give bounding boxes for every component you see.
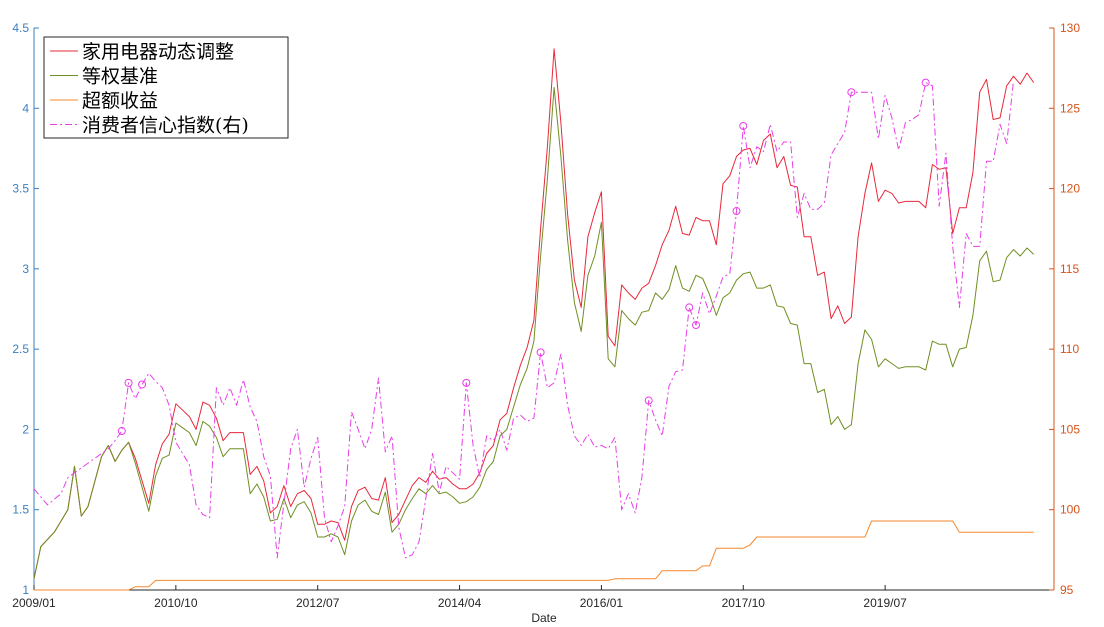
consumer-confidence-marker (739, 121, 748, 130)
consumer-confidence-marker (117, 427, 126, 436)
y-left-tick-label: 2.5 (12, 342, 29, 356)
legend-item-benchmark-label: 等权基准 (82, 66, 158, 88)
y-right-tick-label: 130 (1060, 21, 1080, 35)
x-tick-label: 2016/01 (580, 596, 624, 610)
consumer-confidence-marker (691, 321, 700, 330)
y-left-tick-label: 1.5 (12, 503, 29, 517)
y-right-tick-label: 120 (1060, 182, 1080, 196)
x-axis-title: Date (531, 611, 557, 625)
legend-box (43, 36, 289, 139)
x-tick-label: 2009/01 (12, 596, 56, 610)
y-right-tick-label: 95 (1060, 583, 1074, 597)
appliance-series-line (33, 48, 1035, 579)
y-left-tick-label: 3 (22, 262, 29, 276)
y-left-tick-label: 2 (22, 422, 29, 436)
y-left-tick-label: 3.5 (12, 182, 29, 196)
y-left-tick-label: 4 (22, 101, 29, 115)
axes-group: 1 1.5 2 2.5 3 3.5 4 4.5 95 100 105 110 115 120 125 130 2… (12, 21, 1080, 625)
consumer-confidence-series-line (33, 80, 1014, 559)
x-tick-label: 2017/10 (722, 596, 766, 610)
consumer-confidence-marker (124, 378, 133, 387)
y-right-tick-label: 105 (1060, 422, 1080, 436)
y-right-tick-label: 115 (1060, 262, 1079, 276)
y-left-tick-label: 4.5 (12, 21, 29, 35)
consumer-confidence-marker (847, 88, 856, 97)
x-tick-label: 2010/10 (154, 596, 198, 610)
legend-item-consumer-confidence-label: 消费者信心指数(右) (82, 115, 249, 137)
y-right-tick-label: 100 (1060, 503, 1080, 517)
consumer-confidence-marker (536, 348, 545, 357)
legend-item-appliance-label: 家用电器动态调整 (82, 41, 234, 63)
plot-area (33, 48, 1035, 591)
consumer-confidence-marker (462, 378, 471, 387)
excess-return-series-line (34, 520, 1034, 591)
consumer-confidence-marker (921, 78, 930, 87)
consumer-confidence-marker (685, 303, 694, 312)
x-tick-label: 2019/07 (863, 596, 907, 610)
consumer-confidence-marker (138, 380, 147, 389)
y-right-tick-label: 125 (1060, 101, 1080, 115)
benchmark-series-line (33, 86, 1035, 579)
y-right-tick-label: 110 (1060, 342, 1079, 356)
consumer-confidence-marker (644, 396, 653, 405)
x-tick-label: 2014/04 (438, 596, 482, 610)
consumer-confidence-marker (732, 207, 741, 216)
legend-item-excess-return-label: 超额收益 (82, 90, 158, 112)
x-tick-label: 2012/07 (296, 596, 340, 610)
y-left-tick-label: 1 (22, 583, 29, 597)
